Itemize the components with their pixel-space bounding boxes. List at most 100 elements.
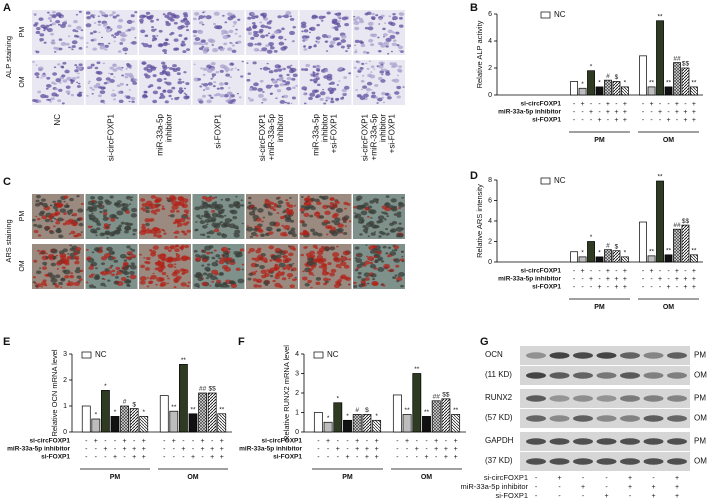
stain-speck bbox=[340, 39, 347, 43]
condition-label: si-FOXP1 bbox=[532, 284, 561, 291]
stain-speck bbox=[150, 203, 158, 209]
stain-speck bbox=[90, 39, 94, 42]
group-label: si-circFOXP1 bbox=[361, 113, 370, 161]
blot-band bbox=[667, 372, 687, 379]
stain-speck bbox=[194, 206, 201, 211]
stain-speck bbox=[269, 206, 275, 210]
stain-speck bbox=[300, 211, 305, 214]
stain-speck bbox=[39, 33, 45, 37]
stain-speck bbox=[233, 225, 239, 230]
stain-speck bbox=[41, 215, 48, 220]
blot-condition-sign: - bbox=[629, 493, 632, 500]
stain-speck bbox=[288, 277, 291, 279]
stain-speck bbox=[55, 274, 61, 279]
stain-speck bbox=[347, 284, 350, 286]
stain-speck bbox=[398, 12, 405, 16]
stain-speck bbox=[151, 28, 156, 32]
stain-speck bbox=[336, 207, 344, 213]
stain-speck bbox=[398, 272, 405, 277]
significance-label: # bbox=[355, 407, 359, 414]
stain-speck bbox=[286, 65, 291, 69]
stain-speck bbox=[134, 37, 137, 39]
stain-speck bbox=[103, 14, 109, 18]
condition-sign: + bbox=[220, 438, 224, 445]
stain-speck bbox=[282, 266, 287, 270]
stain-speck bbox=[323, 102, 327, 105]
stain-speck bbox=[95, 70, 101, 75]
blot-condition-sign: + bbox=[651, 484, 655, 491]
category-label: OM bbox=[421, 474, 432, 481]
blot-band bbox=[573, 372, 593, 379]
stain-speck bbox=[303, 68, 309, 72]
bar bbox=[91, 418, 101, 433]
stain-speck bbox=[332, 252, 340, 258]
stain-speck bbox=[252, 61, 257, 65]
stain-speck bbox=[206, 64, 212, 69]
stain-speck bbox=[276, 204, 282, 208]
stain-speck bbox=[316, 201, 322, 206]
bar bbox=[578, 256, 587, 263]
row-label: OM bbox=[19, 76, 26, 87]
stain-speck bbox=[91, 212, 94, 215]
stain-speck bbox=[119, 82, 124, 86]
stain-speck bbox=[268, 245, 275, 250]
blot-strip bbox=[520, 389, 690, 408]
stain-speck bbox=[126, 64, 132, 68]
stain-speck bbox=[219, 214, 225, 219]
stain-speck bbox=[145, 209, 150, 214]
stain-speck bbox=[383, 22, 387, 24]
stain-speck bbox=[145, 222, 150, 227]
stain-speck bbox=[140, 264, 146, 269]
protein-size: (57 KD) bbox=[485, 413, 513, 422]
stain-speck bbox=[158, 29, 163, 33]
bar bbox=[612, 81, 621, 96]
stain-speck bbox=[58, 47, 63, 51]
condition-sign: - bbox=[425, 438, 428, 445]
stain-speck bbox=[129, 270, 135, 275]
stain-speck bbox=[380, 260, 385, 263]
stain-speck bbox=[241, 60, 244, 63]
stain-speck bbox=[57, 99, 62, 103]
stain-speck bbox=[40, 286, 44, 288]
stain-speck bbox=[113, 259, 119, 263]
stain-speck bbox=[273, 203, 278, 206]
stain-speck bbox=[289, 15, 293, 18]
stain-speck bbox=[128, 100, 131, 103]
stain-speck bbox=[301, 276, 308, 281]
stain-speck bbox=[206, 251, 211, 255]
stain-speck bbox=[229, 76, 233, 79]
stain-speck bbox=[371, 91, 376, 95]
stain-speck bbox=[44, 273, 49, 277]
stain-speck bbox=[246, 225, 249, 227]
stain-speck bbox=[53, 203, 57, 206]
stain-speck bbox=[121, 74, 125, 77]
stain-speck bbox=[292, 248, 297, 251]
stain-speck bbox=[314, 15, 318, 18]
stain-speck bbox=[181, 81, 185, 83]
stain-speck bbox=[344, 207, 347, 210]
stain-speck bbox=[103, 22, 108, 26]
stain-speck bbox=[152, 35, 156, 38]
stain-speck bbox=[32, 61, 35, 63]
stain-speck bbox=[176, 210, 180, 213]
stain-speck bbox=[40, 251, 45, 255]
stain-speck bbox=[162, 48, 168, 53]
bar bbox=[604, 79, 612, 96]
condition-sign: + bbox=[434, 438, 438, 445]
stain-speck bbox=[201, 195, 207, 200]
stain-speck bbox=[205, 86, 210, 91]
stain-speck bbox=[204, 245, 212, 251]
stain-speck bbox=[130, 254, 137, 259]
stain-speck bbox=[120, 277, 127, 282]
stain-speck bbox=[389, 251, 397, 256]
stain-speck bbox=[110, 264, 114, 267]
stain-speck bbox=[354, 246, 360, 250]
stain-speck bbox=[95, 234, 98, 237]
stain-speck bbox=[53, 257, 56, 260]
stain-speck bbox=[261, 47, 268, 52]
stain-speck bbox=[174, 256, 182, 262]
stain-speck bbox=[382, 68, 387, 72]
condition-sign: - bbox=[581, 109, 584, 116]
stain-speck bbox=[322, 266, 328, 271]
stain-speck bbox=[210, 96, 214, 99]
